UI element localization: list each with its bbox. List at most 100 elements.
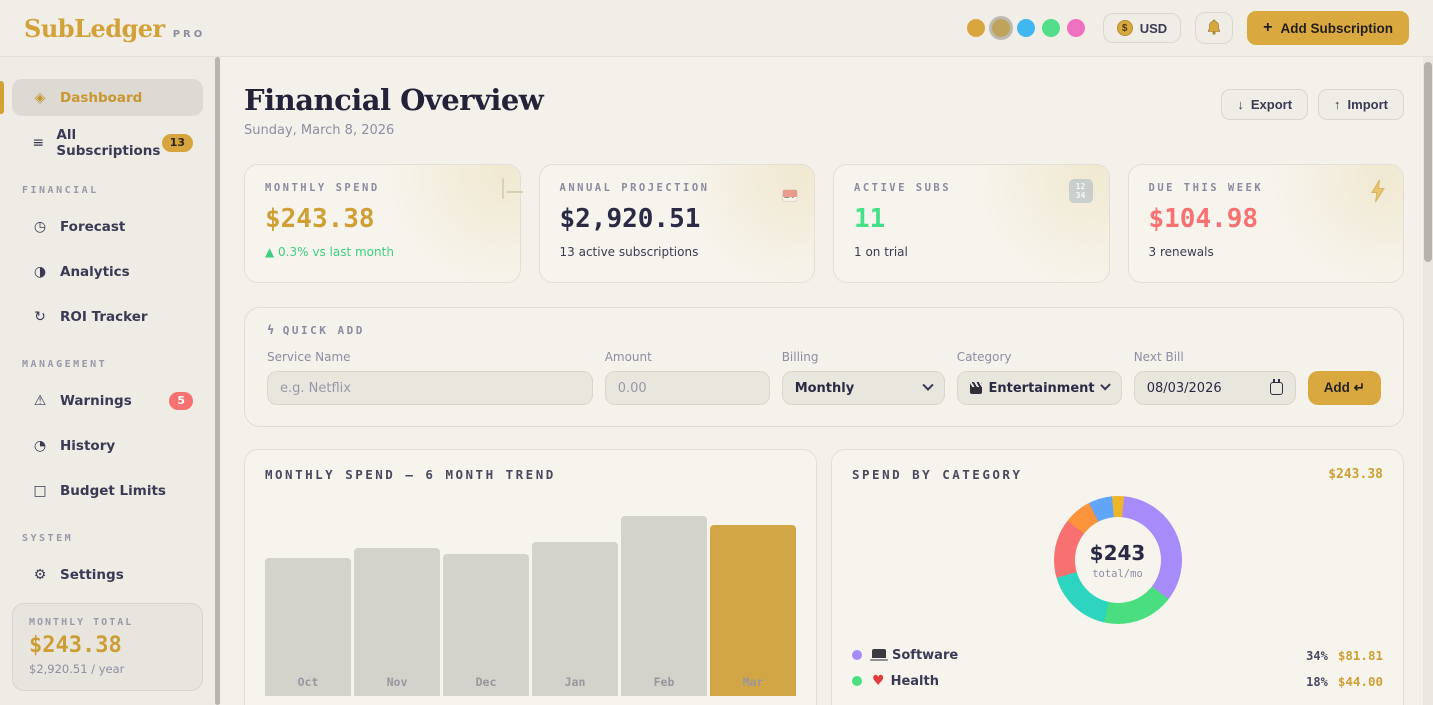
main-scrollbar-thumb[interactable]: [1424, 62, 1432, 262]
category-select[interactable]: Entertainment: [956, 371, 1122, 405]
donut-total: $243: [1089, 540, 1146, 565]
heart-icon: ♥: [872, 673, 885, 689]
diamond-icon: ◈: [34, 89, 46, 106]
bar-label: Nov: [386, 675, 408, 689]
export-button[interactable]: ↓ Export: [1221, 89, 1309, 120]
theme-dots: [966, 19, 1085, 37]
sidebar-item-dashboard[interactable]: ◈ Dashboard: [0, 79, 203, 116]
next-bill-value: 08/03/2026: [1146, 380, 1222, 396]
import-button[interactable]: ↑ Import: [1318, 89, 1404, 120]
sidebar-item-label: History: [60, 437, 116, 454]
stat-sub: 13 active subscriptions: [559, 245, 699, 259]
bar-label: Mar: [742, 675, 764, 689]
app-logo: SubLedger PRO: [24, 14, 205, 43]
donut-total-sub: total/mo: [1092, 567, 1143, 580]
warnings-count-badge: 5: [169, 391, 193, 410]
import-label: Import: [1347, 97, 1388, 112]
bolt-icon: ϟ: [267, 323, 277, 337]
gear-icon: ⚙: [33, 566, 47, 583]
main-content: Financial Overview Sunday, March 8, 2026…: [220, 57, 1433, 705]
add-subscription-label: Add Subscription: [1280, 20, 1394, 36]
bar-label: Jan: [564, 675, 586, 689]
sidebar-item-budget-limits[interactable]: □ Budget Limits: [12, 472, 203, 509]
bar-jan: Jan: [532, 542, 618, 696]
monthly-trend-chart-card: MONTHLY SPEND — 6 MONTH TREND Oct Nov Dec J…: [244, 449, 817, 705]
notifications-button[interactable]: [1195, 12, 1234, 44]
donut-chart-title: SPEND BY CATEGORY: [852, 467, 1023, 482]
warning-icon: ⚠: [33, 392, 47, 409]
chevron-down-icon: [922, 379, 934, 391]
stat-label: ACTIVE SUBS: [854, 182, 952, 194]
stat-card-due-this-week: DUE THIS WEEK $104.98 3 renewals: [1127, 164, 1404, 283]
theme-dot-olive[interactable]: [991, 19, 1010, 37]
sidebar-item-history[interactable]: ◔ History: [12, 427, 203, 464]
add-subscription-button[interactable]: + Add Subscription: [1247, 11, 1409, 45]
theme-dot-green[interactable]: [1041, 19, 1060, 37]
bar-feb: Feb: [621, 516, 707, 696]
sidebar: ◈ Dashboard ≡ All Subscriptions 13 FINAN…: [0, 57, 215, 705]
main-scrollbar: [1423, 57, 1433, 705]
bar-label: Oct: [297, 675, 319, 689]
donut-chart: $243 total/mo: [1053, 496, 1182, 624]
sidebar-item-label: Warnings: [60, 392, 132, 409]
legend-dot: [852, 650, 862, 660]
bar-mar: Mar: [710, 525, 796, 696]
sidebar-item-roi-tracker[interactable]: ↻ ROI Tracker: [12, 298, 203, 335]
stat-trend: ▲ 0.3% vs last month: [265, 245, 394, 259]
legend-percent: 34%: [1306, 648, 1328, 663]
theme-dot-gold[interactable]: [966, 19, 985, 37]
amount-input[interactable]: [604, 371, 770, 405]
legend-row-software: Software 34% $81.81: [852, 642, 1383, 668]
service-name-input[interactable]: [267, 371, 593, 405]
stat-label: MONTHLY SPEND: [265, 182, 380, 194]
logo-pro-badge: PRO: [172, 28, 206, 40]
sidebar-item-label: Budget Limits: [60, 482, 166, 499]
stat-sub: 1 on trial: [854, 245, 908, 259]
legend-label-text: Software: [892, 647, 959, 663]
clock-icon: ◷: [33, 218, 47, 235]
money-bag-icon: $: [1116, 20, 1133, 36]
bar-chart: Oct Nov Dec Jan Feb Mar: [265, 514, 796, 696]
legend-dot: [852, 676, 862, 686]
sidebar-item-warnings[interactable]: ⚠ Warnings 5: [12, 382, 203, 419]
stat-label: ANNUAL PROJECTION: [559, 182, 710, 194]
category-legend: Software 34% $81.81 ♥ Health 18% $44.00: [852, 642, 1383, 694]
export-label: Export: [1250, 97, 1293, 112]
sidebar-item-all-subscriptions[interactable]: ≡ All Subscriptions 13: [12, 124, 203, 161]
billing-value: Monthly: [794, 380, 855, 396]
sidebar-item-label: Settings: [60, 566, 124, 583]
monthly-total-label: MONTHLY TOTAL: [29, 617, 134, 628]
stat-sub: 3 renewals: [1148, 245, 1214, 259]
page-date: Sunday, March 8, 2026: [244, 123, 395, 138]
stat-value: $104.98: [1148, 204, 1259, 234]
stat-label: DUE THIS WEEK: [1148, 182, 1264, 194]
sidebar-section-management: MANAGEMENT: [22, 359, 108, 370]
theme-dot-blue[interactable]: [1016, 19, 1035, 37]
stat-value: $2,920.51: [559, 204, 701, 234]
billing-select[interactable]: Monthly: [781, 371, 945, 405]
stat-value: 11: [854, 204, 886, 234]
stat-card-active-subs: ACTIVE SUBS 11 1 on trial 12 34: [833, 164, 1110, 283]
calendar-outline-icon: [1269, 378, 1283, 395]
sidebar-item-analytics[interactable]: ◑ Analytics: [12, 253, 203, 290]
category-chart-card: SPEND BY CATEGORY $243.38 $243 total/mo …: [831, 449, 1404, 705]
refresh-icon: ↻: [34, 308, 46, 325]
quick-add-title: ϟ QUICK ADD: [267, 323, 365, 337]
sidebar-scrollbar[interactable]: [215, 57, 220, 705]
next-bill-date-input[interactable]: 08/03/2026: [1133, 371, 1296, 405]
stat-value: $243.38: [265, 204, 375, 234]
billing-label: Billing: [781, 350, 819, 364]
sidebar-item-label: Analytics: [60, 263, 130, 280]
theme-dot-pink[interactable]: [1066, 19, 1085, 37]
currency-button[interactable]: $ USD: [1102, 13, 1182, 43]
quick-add-submit-button[interactable]: Add ↵: [1307, 371, 1381, 405]
calendar-icon: 17: [782, 189, 798, 202]
sidebar-item-settings[interactable]: ⚙ Settings: [12, 556, 203, 593]
service-name-label: Service Name: [267, 350, 351, 364]
legend-label-text: Health: [890, 673, 939, 689]
bar-chart-title: MONTHLY SPEND — 6 MONTH TREND: [265, 467, 556, 482]
stat-card-annual-projection: ANNUAL PROJECTION $2,920.51 13 active su…: [538, 164, 815, 283]
sidebar-item-label: Forecast: [60, 218, 126, 235]
sidebar-item-forecast[interactable]: ◷ Forecast: [12, 208, 203, 245]
